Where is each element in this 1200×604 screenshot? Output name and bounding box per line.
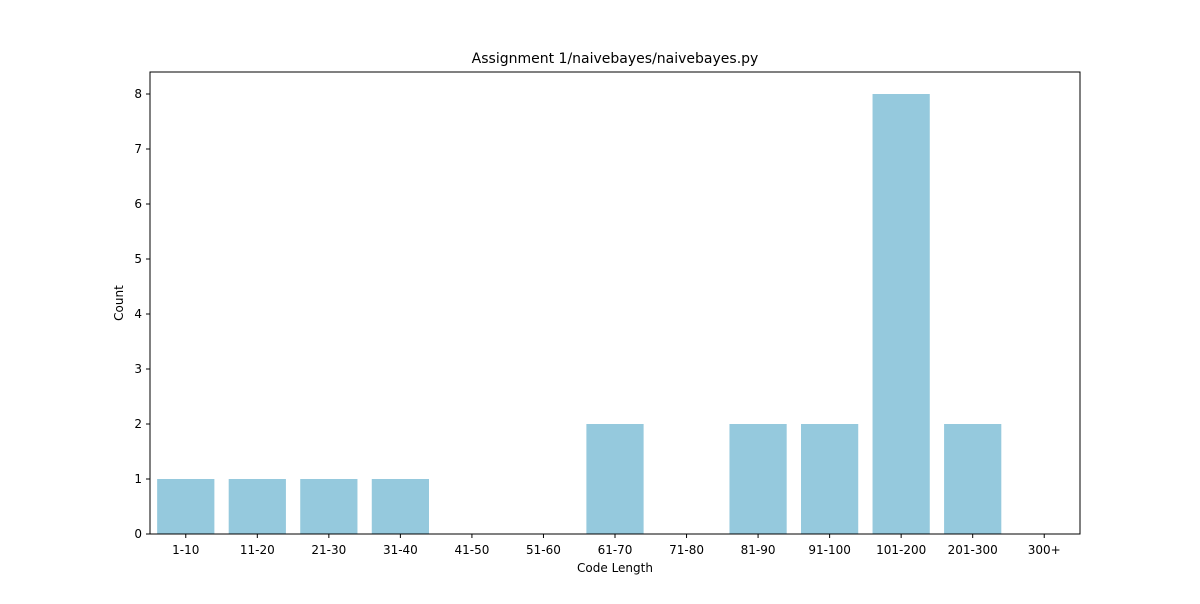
y-tick-label: 4: [134, 307, 142, 321]
bar-1-10: [157, 479, 215, 534]
x-tick-label: 51-60: [526, 543, 561, 557]
bar-61-70: [586, 424, 644, 534]
x-tick-label: 201-300: [948, 543, 998, 557]
y-tick-label: 8: [134, 87, 142, 101]
x-tick-label: 81-90: [741, 543, 776, 557]
plot-frame: [149, 71, 1081, 535]
y-tick-label: 7: [134, 142, 142, 156]
bar-11-20: [228, 479, 286, 534]
x-tick-label: 21-30: [311, 543, 346, 557]
x-tick-label: 41-50: [454, 543, 489, 557]
bar-201-300: [944, 424, 1002, 534]
bars-group: [157, 94, 1002, 534]
y-tick-label: 1: [134, 472, 142, 486]
y-axis-ticks: 0 1 2 3 4 5 6 7 8: [134, 87, 150, 541]
x-tick-label: 1-10: [172, 543, 199, 557]
bar-101-200: [872, 94, 930, 534]
x-axis-label: Code Length: [577, 561, 653, 575]
y-tick-label: 3: [134, 362, 142, 376]
y-axis-label: Count: [112, 285, 126, 321]
bar-21-30: [300, 479, 358, 534]
y-tick-label: 2: [134, 417, 142, 431]
bar-31-40: [371, 479, 429, 534]
x-tick-label: 91-100: [808, 543, 851, 557]
bar-81-90: [729, 424, 787, 534]
y-tick-label: 0: [134, 527, 142, 541]
x-axis-ticks: 1-10 11-20 21-30 31-40 41-50 51-60 61-70 71-80 8…: [172, 534, 1061, 557]
x-tick-label: 11-20: [240, 543, 275, 557]
x-tick-label: 101-200: [876, 543, 926, 557]
chart-title: Assignment 1/naivebayes/naivebayes.py: [472, 51, 759, 67]
x-tick-label: 61-70: [598, 543, 633, 557]
bar-91-100: [801, 424, 859, 534]
x-tick-label: 31-40: [383, 543, 418, 557]
x-tick-label: 300+: [1028, 543, 1061, 557]
y-tick-label: 6: [134, 197, 142, 211]
x-tick-label: 71-80: [669, 543, 704, 557]
y-tick-label: 5: [134, 252, 142, 266]
